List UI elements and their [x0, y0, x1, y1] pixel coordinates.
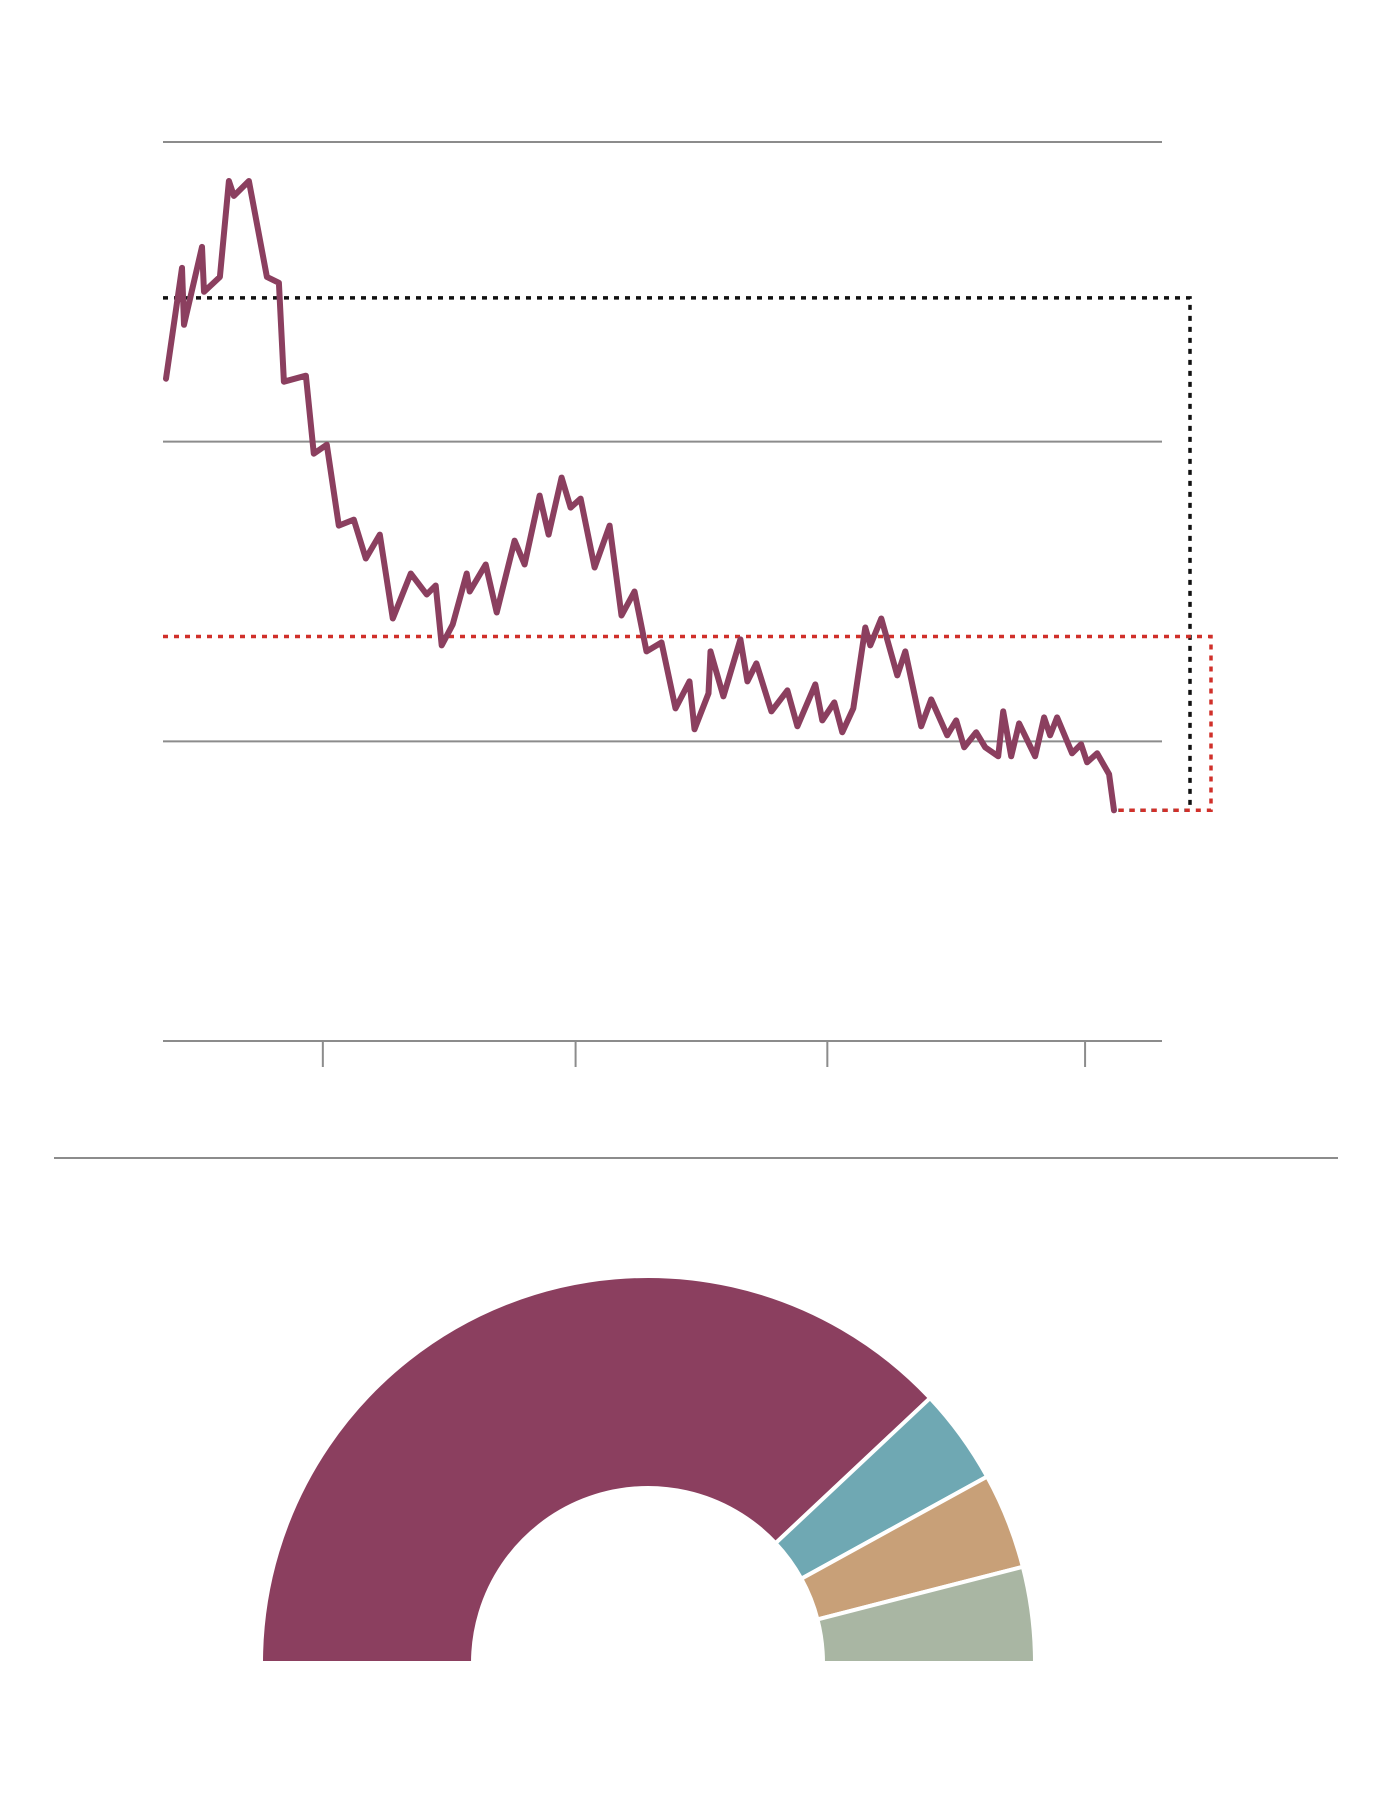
- reference-line: [163, 634, 1213, 813]
- half-donut-chart: [258, 1274, 1038, 1665]
- series-line: [163, 178, 1117, 814]
- x-axis-ticks: [321, 1041, 1087, 1067]
- pie-slice: [815, 1564, 1038, 1665]
- pie-slice: [258, 1274, 933, 1665]
- reference-lines: [163, 296, 1213, 813]
- reference-line: [163, 296, 1192, 813]
- gridlines: [163, 141, 1162, 1042]
- line-chart: [163, 141, 1213, 1067]
